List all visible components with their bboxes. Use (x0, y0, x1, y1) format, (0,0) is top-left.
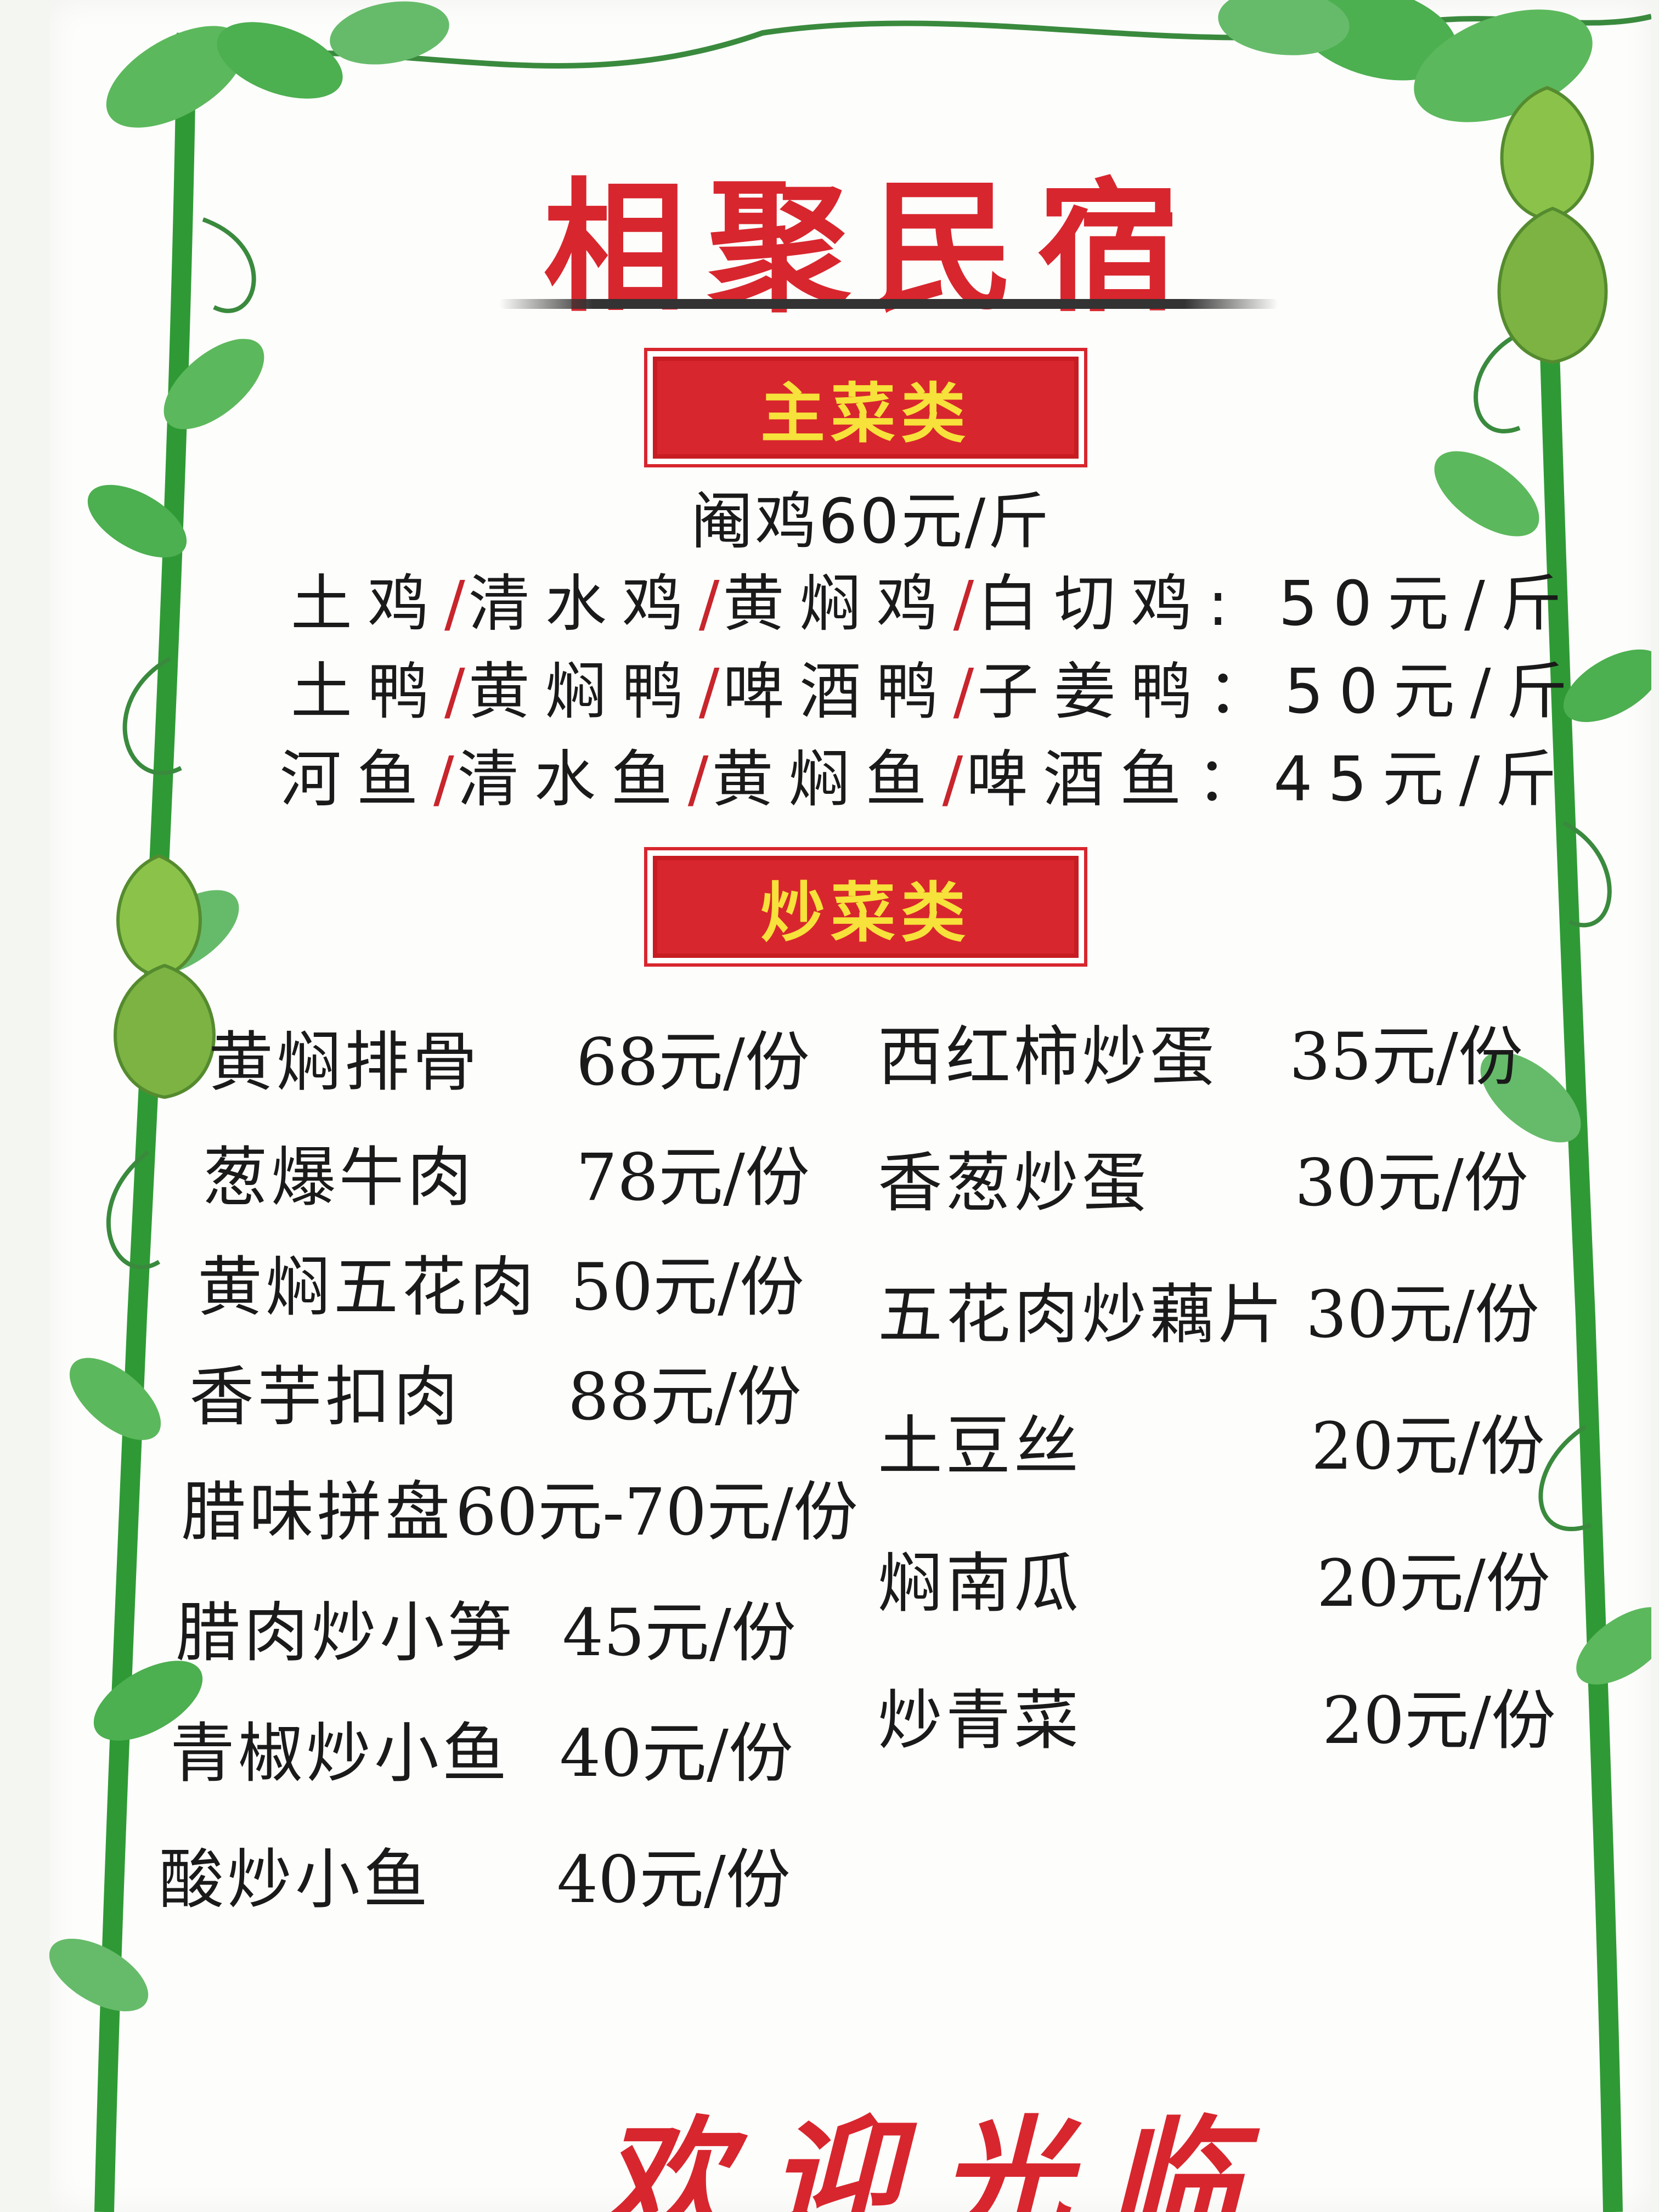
welcome-footer: 欢迎光临 (598, 2102, 1278, 2212)
dish-name: 黄焖五花肉 (198, 1249, 538, 1325)
dish-name: 香芋扣肉 (189, 1359, 462, 1435)
dish-price: 60元-70元/份 (455, 1474, 858, 1550)
dish-name: 炒青菜 (878, 1683, 1082, 1758)
vine-border-decoration (49, 0, 1651, 2212)
section-label-main-dishes: 主菜类 (760, 375, 971, 452)
dish-name: 酸炒小鱼 (159, 1842, 432, 1917)
dish-price: 30元/份 (1295, 1145, 1528, 1221)
dish-price: 78元/份 (576, 1139, 810, 1215)
dish-name: 五花肉炒藕片 (878, 1277, 1286, 1352)
dish-price: 45元/份 (562, 1595, 796, 1671)
dish-price: 50元/份 (571, 1249, 804, 1325)
dish-name: 香葱炒蛋 (878, 1145, 1150, 1221)
main-dish-line-2: 土鸡/清水鸡/黄焖鸡/白切鸡: 50元/斤 (291, 568, 1577, 640)
dish-price: 20元/份 (1311, 1408, 1545, 1484)
dish-price: 20元/份 (1322, 1683, 1556, 1758)
dish-name: 黄焖排骨 (208, 1024, 481, 1100)
main-dish-line-1: 阉鸡60元/斤 (691, 486, 1052, 557)
main-dish-line-3: 土鸭/黄焖鸭/啤酒鸭/子姜鸭：50元/斤 (291, 656, 1583, 727)
section-label-stir-fry: 炒菜类 (760, 874, 971, 951)
dish-name: 腊肉炒小笋 (176, 1595, 516, 1671)
dish-name: 葱爆牛肉 (203, 1139, 476, 1215)
dish-price: 68元/份 (576, 1024, 810, 1100)
dish-price: 88元/份 (568, 1359, 802, 1435)
title-underline (499, 299, 1278, 309)
dish-name: 土豆丝 (878, 1408, 1082, 1484)
dish-price: 30元/份 (1306, 1277, 1539, 1352)
dish-price: 20元/份 (1317, 1545, 1550, 1621)
dish-price: 40元/份 (560, 1716, 793, 1791)
dish-name: 青椒炒小鱼 (170, 1716, 511, 1791)
dish-price: 40元/份 (557, 1842, 791, 1917)
dish-name: 西红柿炒蛋 (878, 1019, 1218, 1094)
dish-name: 焖南瓜 (878, 1545, 1082, 1621)
section-banner-stir-fry: 炒菜类 (653, 856, 1079, 958)
menu-card: 相聚民宿 主菜类 阉鸡60元/斤 土鸡/清水鸡/黄焖鸡/白切鸡: 50元/斤 土… (49, 0, 1651, 2212)
dish-name: 腊味拼盘 (181, 1474, 454, 1550)
dish-price: 35元/份 (1289, 1019, 1523, 1094)
section-banner-main-dishes: 主菜类 (653, 357, 1079, 459)
main-dish-line-4: 河鱼/清水鱼/黄焖鱼/啤酒鱼：45元/斤 (280, 744, 1572, 815)
